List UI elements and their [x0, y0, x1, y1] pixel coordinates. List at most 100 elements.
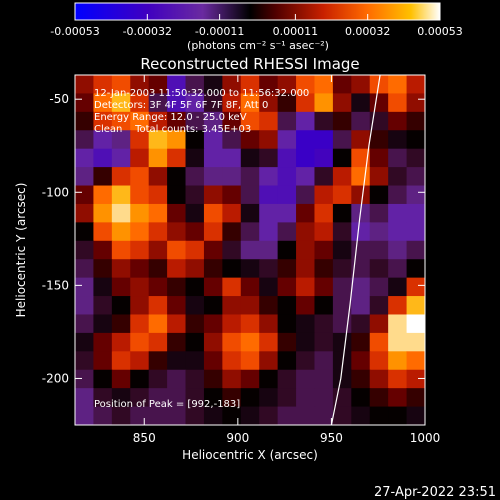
heatmap-cell — [388, 75, 408, 95]
heatmap-cell — [314, 93, 334, 113]
heatmap-cell — [388, 222, 408, 242]
heatmap-cell — [148, 167, 168, 187]
heatmap-cell — [388, 296, 408, 316]
heatmap-cell — [314, 75, 334, 95]
heatmap-cell — [314, 167, 334, 187]
heatmap-cell — [259, 240, 279, 260]
annotation-line: 12-Jan-2003 11:50:32.000 to 11:56:32.000 — [94, 88, 309, 99]
heatmap-cell — [185, 240, 205, 260]
heatmap-cell — [203, 296, 223, 316]
heatmap-cell — [130, 332, 150, 352]
heatmap-cell — [332, 75, 352, 95]
heatmap-cell — [111, 277, 131, 297]
heatmap-cell — [277, 111, 297, 131]
heatmap-cell — [388, 111, 408, 131]
heatmap-cell — [167, 351, 187, 371]
heatmap-cell — [203, 369, 223, 389]
heatmap-cell — [314, 240, 334, 260]
heatmap-cell — [296, 332, 316, 352]
heatmap-cell — [351, 369, 371, 389]
heatmap-cell — [369, 130, 389, 150]
heatmap-cell — [185, 148, 205, 168]
footer-timestamp: 27-Apr-2022 23:51 — [374, 485, 496, 500]
heatmap-cell — [240, 185, 260, 205]
colorbar-tick-label: 0.00011 — [273, 25, 319, 38]
heatmap-cell — [148, 93, 168, 113]
heatmap-cell — [259, 296, 279, 316]
heatmap-cell — [111, 314, 131, 334]
heatmap-cell — [111, 296, 131, 316]
heatmap-cell — [167, 222, 187, 242]
heatmap-cell — [148, 222, 168, 242]
heatmap-cell — [75, 388, 95, 408]
heatmap-cell — [75, 167, 95, 187]
heatmap-cell — [185, 259, 205, 279]
heatmap-cell — [351, 222, 371, 242]
heatmap-cell — [240, 277, 260, 297]
heatmap-cell — [351, 167, 371, 187]
heatmap-cell — [314, 314, 334, 334]
heatmap-cell — [332, 314, 352, 334]
heatmap-cell — [111, 93, 131, 113]
heatmap-cell — [111, 167, 131, 187]
heatmap-cell — [388, 167, 408, 187]
heatmap-cell — [222, 203, 242, 223]
heatmap-cell — [111, 185, 131, 205]
heatmap-cell — [388, 93, 408, 113]
heatmap-cell — [406, 148, 425, 168]
heatmap-cell — [296, 148, 316, 168]
heatmap-cell — [296, 185, 316, 205]
annotation-line: Clean Total counts: 3.45E+03 — [94, 124, 251, 135]
heatmap-cell — [148, 406, 168, 425]
heatmap-cell — [222, 277, 242, 297]
heatmap-cell — [203, 185, 223, 205]
heatmap-cell — [369, 75, 389, 95]
heatmap-cell — [167, 148, 187, 168]
heatmap-cell — [314, 259, 334, 279]
heatmap-cell — [185, 222, 205, 242]
heatmap-cell — [148, 75, 168, 95]
heatmap-cell — [148, 240, 168, 260]
heatmap-cell — [296, 388, 316, 408]
heatmap-cell — [185, 296, 205, 316]
heatmap-cell — [111, 111, 131, 131]
heatmap-cell — [369, 369, 389, 389]
heatmap-cell — [332, 185, 352, 205]
heatmap-cell — [332, 277, 352, 297]
heatmap-cell — [222, 240, 242, 260]
heatmap-cell — [259, 369, 279, 389]
heatmap-cell — [130, 203, 150, 223]
heatmap-cell — [93, 130, 113, 150]
heatmap-cell — [351, 130, 371, 150]
axis-ticks: 850 900 950 1000 -50 -100 -150 -200 — [42, 75, 440, 445]
heatmap-cell — [259, 93, 279, 113]
heatmap-cell — [240, 148, 260, 168]
heatmap-cell — [314, 296, 334, 316]
heatmap-cell — [388, 203, 408, 223]
heatmap-cell — [332, 296, 352, 316]
heatmap-cell — [130, 388, 150, 408]
colorbar-tick-label: 0.00053 — [417, 25, 463, 38]
heatmap-cell — [167, 130, 187, 150]
heatmap-cell — [130, 148, 150, 168]
heatmap-cell — [314, 185, 334, 205]
heatmap-cell — [111, 351, 131, 371]
heatmap-cell — [222, 93, 242, 113]
heatmap-cell — [332, 148, 352, 168]
heatmap-cell — [148, 332, 168, 352]
heatmap-cell — [351, 75, 371, 95]
heatmap-cell — [296, 406, 316, 425]
heatmap-cell — [130, 259, 150, 279]
heatmap-cell — [296, 93, 316, 113]
heatmap-cell — [296, 314, 316, 334]
heatmap-cell — [130, 185, 150, 205]
heatmap-cell — [277, 75, 297, 95]
heatmap-cell — [75, 314, 95, 334]
y-tick-label: -100 — [42, 185, 69, 199]
heatmap-cell — [388, 314, 408, 334]
heatmap-cell — [75, 75, 95, 95]
heatmap-cell — [388, 332, 408, 352]
heatmap-cell — [296, 351, 316, 371]
heatmap-cell — [259, 203, 279, 223]
heatmap-cell — [93, 351, 113, 371]
